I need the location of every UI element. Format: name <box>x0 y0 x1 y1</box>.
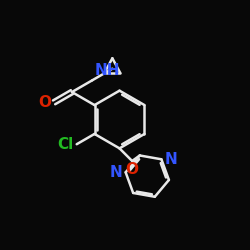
Text: O: O <box>38 95 51 110</box>
Text: N: N <box>165 152 177 167</box>
Text: NH: NH <box>94 63 120 78</box>
Text: N: N <box>110 165 122 180</box>
Text: Cl: Cl <box>58 137 74 152</box>
Text: O: O <box>126 162 139 177</box>
